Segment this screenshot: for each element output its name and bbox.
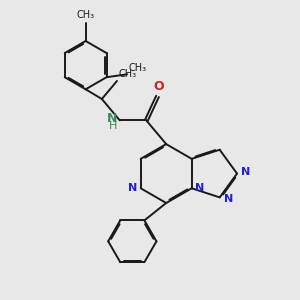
Text: N: N — [128, 183, 137, 193]
Text: CH₃: CH₃ — [76, 11, 95, 20]
Text: N: N — [195, 183, 204, 193]
Text: N: N — [224, 194, 233, 204]
Text: CH₃: CH₃ — [118, 69, 136, 79]
Text: N: N — [241, 167, 250, 177]
Text: CH₃: CH₃ — [129, 63, 147, 73]
Text: H: H — [109, 121, 117, 131]
Text: O: O — [154, 80, 164, 93]
Text: N: N — [106, 112, 117, 124]
